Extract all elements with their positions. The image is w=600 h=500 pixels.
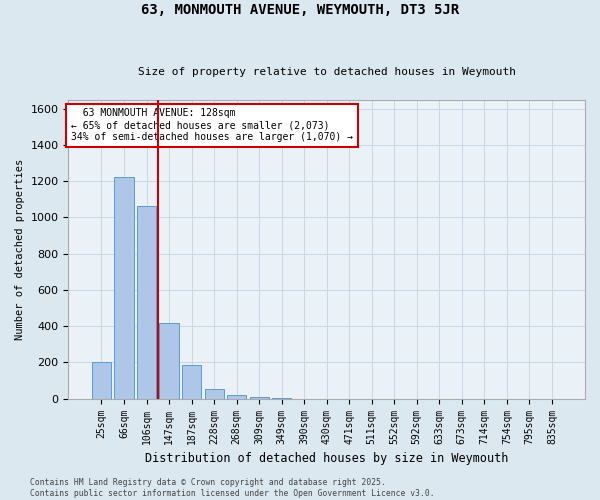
X-axis label: Distribution of detached houses by size in Weymouth: Distribution of detached houses by size … xyxy=(145,452,508,465)
Bar xyxy=(160,324,179,398)
Text: Contains HM Land Registry data © Crown copyright and database right 2025.
Contai: Contains HM Land Registry data © Crown c… xyxy=(30,478,434,498)
Bar xyxy=(205,388,224,398)
Bar xyxy=(115,176,134,398)
Bar xyxy=(182,365,201,398)
Y-axis label: Number of detached properties: Number of detached properties xyxy=(15,158,25,340)
Title: Size of property relative to detached houses in Weymouth: Size of property relative to detached ho… xyxy=(138,66,516,76)
Bar xyxy=(92,362,111,398)
Bar xyxy=(227,395,246,398)
Text: 63 MONMOUTH AVENUE: 128sqm
← 65% of detached houses are smaller (2,073)
34% of s: 63 MONMOUTH AVENUE: 128sqm ← 65% of deta… xyxy=(71,108,353,142)
Bar xyxy=(250,397,269,398)
Bar xyxy=(137,206,156,398)
Text: 63, MONMOUTH AVENUE, WEYMOUTH, DT3 5JR: 63, MONMOUTH AVENUE, WEYMOUTH, DT3 5JR xyxy=(141,2,459,16)
